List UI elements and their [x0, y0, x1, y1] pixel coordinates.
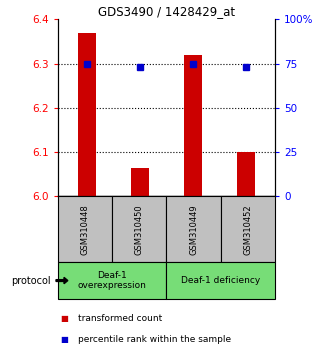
Bar — [131, 168, 149, 196]
Bar — [77, 33, 96, 196]
Bar — [237, 152, 255, 196]
Text: Deaf-1 deficiency: Deaf-1 deficiency — [181, 276, 260, 285]
Text: GSM310452: GSM310452 — [244, 204, 252, 255]
Text: ■: ■ — [60, 314, 68, 323]
Bar — [184, 55, 202, 196]
Text: percentile rank within the sample: percentile rank within the sample — [78, 335, 232, 344]
Text: GSM310450: GSM310450 — [135, 204, 144, 255]
Text: ■: ■ — [60, 335, 68, 344]
Text: GSM310448: GSM310448 — [80, 204, 89, 255]
Text: transformed count: transformed count — [78, 314, 163, 323]
Text: Deaf-1
overexpression: Deaf-1 overexpression — [77, 271, 147, 290]
Title: GDS3490 / 1428429_at: GDS3490 / 1428429_at — [98, 5, 235, 18]
Text: protocol: protocol — [12, 275, 51, 286]
Text: GSM310449: GSM310449 — [189, 204, 198, 255]
